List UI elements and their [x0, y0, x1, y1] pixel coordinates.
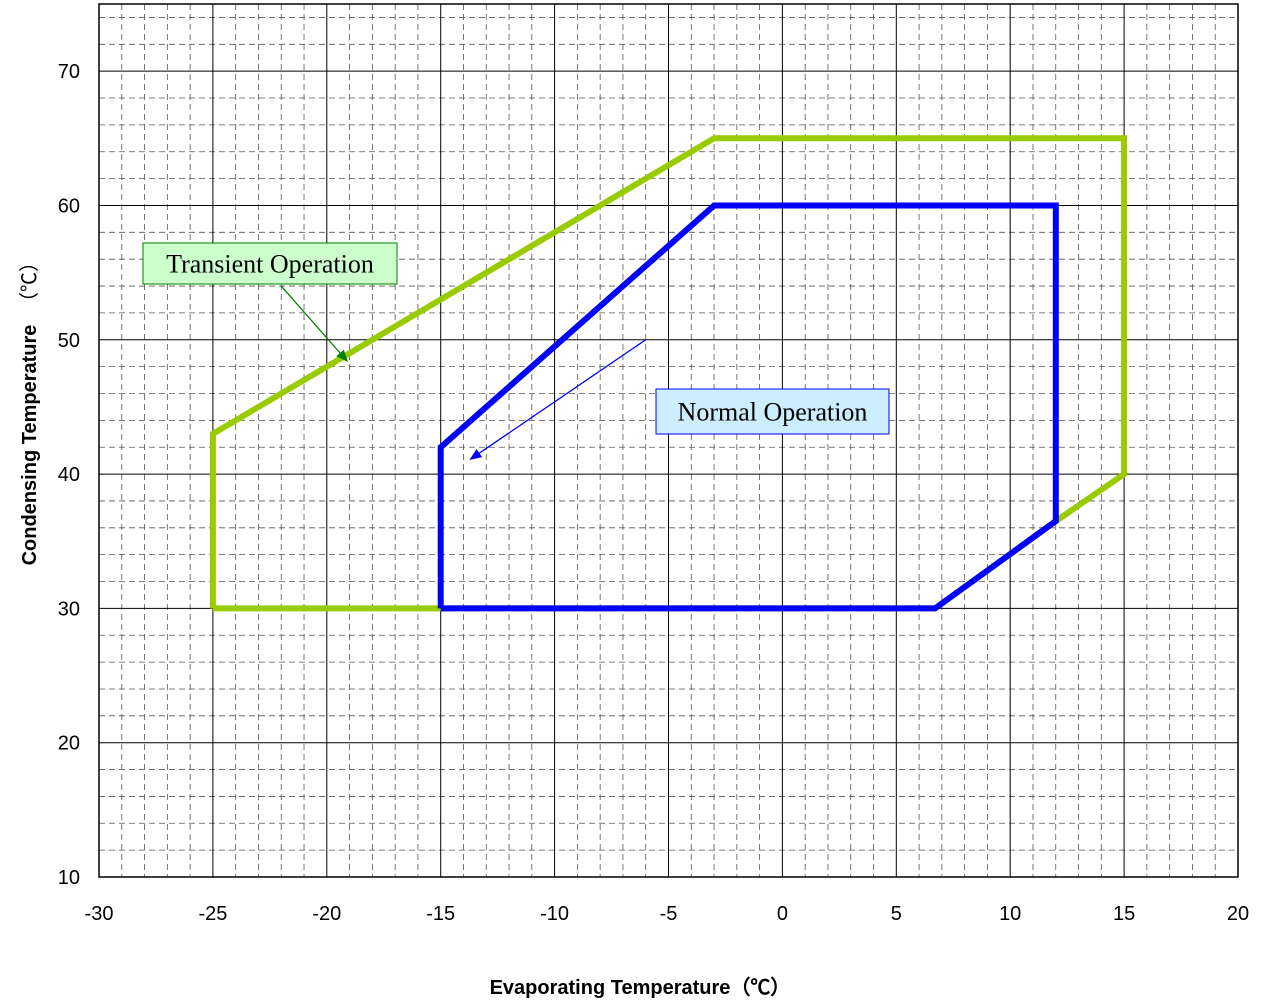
y-tick-label: 30: [58, 598, 80, 620]
transient-operation-callout-box: [142, 242, 398, 285]
normal-operation-envelope-line: [437, 202, 1059, 612]
x-tick-label: -15: [426, 903, 455, 925]
callout-arrow: [469, 339, 647, 460]
x-axis-tick-labels: -30 -25 -20 -15 -10 -5 0 5 10 15 20: [85, 903, 1250, 925]
series-layer: [209, 135, 1128, 612]
x-tick-label: 5: [891, 903, 902, 925]
annotation-layer: Transient Operation Normal Operation: [142, 242, 890, 460]
y-tick-label: 10: [58, 867, 80, 889]
normal-operation-callout-box: [655, 388, 890, 435]
x-tick-label: 10: [999, 903, 1021, 925]
y-axis-title: Condensing Temperature: [19, 325, 41, 566]
y-tick-label: 50: [58, 330, 80, 352]
y-tick-label: 70: [58, 61, 80, 83]
x-tick-label: 0: [777, 903, 788, 925]
major-grid: [99, 4, 1238, 877]
y-axis-title-group: Condensing Temperature: [19, 325, 41, 566]
y-tick-label: 20: [58, 733, 80, 755]
x-axis-title: Evaporating Temperature（℃）: [490, 976, 791, 999]
x-tick-label: 20: [1227, 903, 1249, 925]
y-axis-unit-group: （℃）: [18, 252, 41, 312]
plot-area-frame: [98, 3, 1239, 878]
y-axis-tick-labels: 10 20 30 40 50 60 70: [58, 61, 80, 889]
transient-operation-callout-label: Transient Operation: [166, 250, 374, 279]
x-tick-label: -5: [660, 903, 678, 925]
minor-grid: [99, 4, 1238, 877]
normal-operation-callout-label: Normal Operation: [678, 398, 868, 427]
y-axis-unit: （℃）: [18, 252, 41, 312]
x-tick-label: -25: [198, 903, 227, 925]
x-tick-label: 15: [1113, 903, 1135, 925]
callout-arrow: [280, 285, 348, 363]
x-tick-label: -20: [312, 903, 341, 925]
y-tick-label: 60: [58, 195, 80, 217]
y-tick-label: 40: [58, 464, 80, 486]
x-tick-label: -10: [540, 903, 569, 925]
x-tick-label: -30: [85, 903, 114, 925]
